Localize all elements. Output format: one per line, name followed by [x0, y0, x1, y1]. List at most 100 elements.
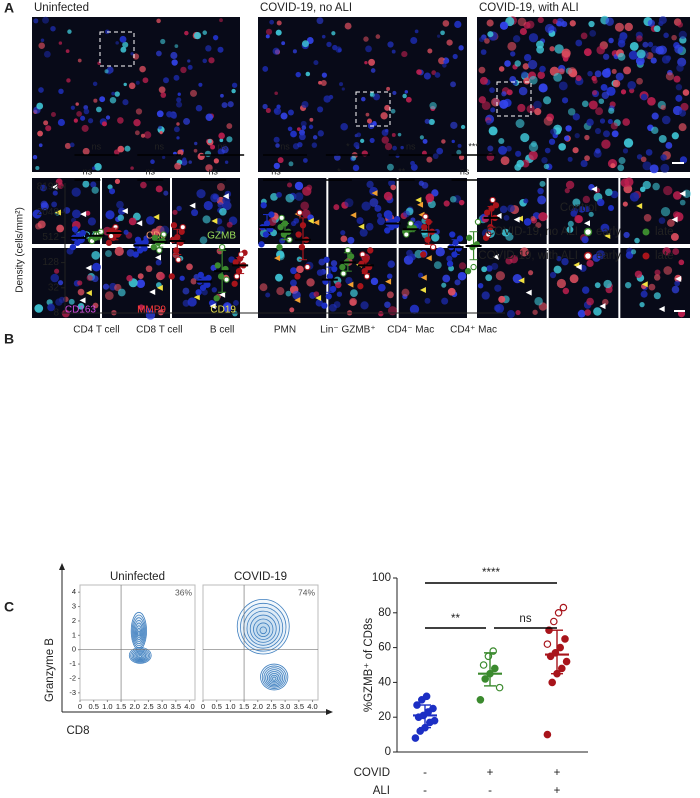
cell — [663, 266, 673, 275]
cell — [289, 307, 295, 313]
cell — [539, 180, 546, 187]
cell — [530, 216, 536, 222]
x-tick-label: 0 — [201, 702, 205, 711]
cell — [678, 123, 687, 132]
cell — [386, 291, 394, 299]
data-point — [466, 234, 473, 241]
legend-marker — [642, 252, 650, 260]
data-point — [69, 243, 77, 251]
cell — [90, 181, 97, 188]
cell — [558, 68, 565, 75]
data-point — [449, 231, 456, 238]
cell — [377, 217, 386, 226]
cell — [33, 18, 39, 24]
cell — [143, 131, 152, 139]
cell — [498, 137, 505, 145]
arrow — [658, 306, 665, 313]
cell — [566, 226, 574, 234]
cell — [499, 205, 508, 214]
cell — [677, 21, 684, 28]
cell — [491, 262, 499, 270]
cell — [105, 250, 112, 257]
cell — [213, 158, 219, 164]
data-point — [485, 231, 492, 238]
channel-label: CD4 — [76, 231, 96, 242]
cell — [177, 149, 184, 156]
arrow-head — [326, 709, 333, 715]
cell — [481, 291, 490, 300]
cell — [226, 136, 233, 143]
cell — [478, 96, 486, 104]
cell — [216, 226, 225, 235]
cell — [678, 109, 687, 117]
arrow — [671, 216, 678, 223]
x-tick-label: Lin⁻ GZMB⁺ — [320, 325, 376, 336]
cell — [176, 122, 180, 126]
y-tick-label: 20 — [378, 711, 391, 723]
cell — [387, 163, 394, 171]
plot-frame — [79, 584, 196, 701]
cell — [678, 30, 687, 39]
data-point — [168, 273, 175, 280]
cell — [584, 309, 592, 316]
cell — [276, 191, 282, 198]
micrograph — [258, 178, 327, 244]
data-point — [204, 281, 211, 288]
cell — [170, 51, 178, 60]
data-point — [277, 223, 284, 231]
cell — [204, 150, 212, 158]
data-point — [170, 222, 178, 229]
cell — [565, 125, 572, 132]
gate-percent: 74% — [298, 587, 315, 597]
cell — [673, 191, 682, 200]
cell — [199, 236, 208, 244]
plot-title: COVID-19 — [234, 571, 287, 583]
cell — [595, 107, 603, 116]
cell — [597, 198, 605, 207]
cell — [428, 118, 435, 126]
cell — [202, 30, 208, 35]
cell — [130, 166, 134, 170]
cell — [133, 118, 141, 127]
arrow — [641, 281, 648, 288]
cell — [71, 187, 81, 197]
contour — [270, 674, 279, 683]
data-point — [479, 661, 488, 669]
cell — [119, 35, 127, 43]
cell — [384, 301, 391, 308]
data-point — [232, 259, 239, 266]
cell — [179, 275, 185, 281]
micrograph — [32, 248, 100, 318]
cell — [117, 117, 124, 124]
cell — [605, 188, 613, 197]
legend-label: early — [596, 250, 621, 262]
cell — [680, 102, 689, 111]
cell — [176, 97, 182, 103]
cell — [562, 287, 570, 295]
cell — [515, 310, 521, 316]
cell — [169, 112, 174, 117]
cell — [509, 254, 519, 264]
significance: * — [346, 141, 350, 151]
cell — [275, 143, 280, 148]
inset-box — [355, 91, 391, 127]
arrow — [516, 215, 523, 222]
cell — [523, 77, 531, 85]
cell — [410, 36, 418, 44]
cell — [650, 57, 657, 64]
cell — [381, 136, 390, 144]
x-tick-label: PMN — [274, 325, 296, 336]
contour — [272, 676, 277, 681]
cell — [458, 262, 467, 270]
data-point — [173, 247, 180, 254]
cell — [65, 49, 70, 53]
cell — [262, 103, 268, 110]
cell — [105, 210, 115, 220]
arrow — [315, 294, 322, 301]
arrow — [350, 212, 357, 219]
cell — [219, 138, 224, 143]
cell — [636, 154, 643, 160]
cell — [481, 215, 489, 223]
contour — [246, 610, 280, 646]
cell — [92, 302, 99, 309]
